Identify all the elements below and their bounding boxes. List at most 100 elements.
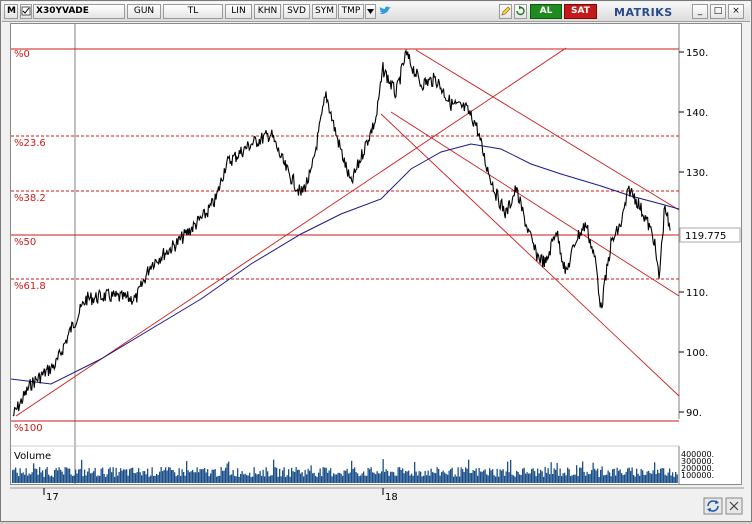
down-channel-top	[415, 49, 680, 211]
volume-bar	[519, 474, 521, 483]
volume-bar	[313, 472, 315, 483]
volume-bar	[171, 470, 173, 483]
volume-bar	[487, 475, 489, 483]
volume-bar	[481, 471, 483, 483]
volume-bar	[136, 472, 138, 483]
y-tick-100: 100.	[686, 348, 708, 359]
volume-bar	[379, 473, 381, 483]
volume-bar	[21, 473, 23, 483]
volume-bar	[381, 471, 383, 483]
volume-bar	[58, 467, 60, 483]
dropdown-arrow-icon[interactable]	[365, 4, 376, 19]
volume-bar	[255, 473, 257, 483]
volume-bar	[618, 470, 620, 483]
volume-bar	[325, 467, 327, 483]
last-price-label: 119.775	[685, 231, 726, 242]
khn-button[interactable]: KHN	[254, 4, 281, 19]
volume-bar	[33, 463, 35, 483]
volume-bar	[652, 470, 654, 483]
volume-bar	[81, 459, 83, 483]
svd-button[interactable]: SVD	[283, 4, 310, 19]
volume-bar	[615, 475, 617, 483]
brand-logo: MATRIKS	[614, 6, 673, 19]
volume-bar	[495, 476, 497, 483]
volume-bar	[384, 471, 386, 483]
volume-bar	[250, 476, 252, 483]
close-button[interactable]: ×	[728, 4, 744, 19]
volume-bar	[597, 468, 599, 483]
volume-bar	[330, 468, 332, 483]
volume-bar	[258, 474, 260, 483]
volume-bar	[268, 476, 270, 483]
period-button[interactable]: GUN	[127, 4, 161, 19]
volume-bar	[433, 472, 435, 483]
volume-bar	[391, 471, 393, 483]
volume-bar	[549, 474, 551, 483]
volume-bar	[49, 476, 51, 483]
volume-bar	[208, 476, 210, 483]
volume-bar	[345, 470, 347, 483]
volume-bar	[366, 475, 368, 483]
price-line	[12, 48, 671, 417]
currency-button[interactable]: TL	[163, 4, 223, 19]
volume-bar	[619, 469, 621, 483]
volume-bar	[525, 473, 527, 483]
tmp-button[interactable]: TMP	[338, 4, 364, 19]
volume-bar	[373, 472, 375, 483]
volume-bar	[282, 470, 284, 483]
volume-bar	[402, 468, 404, 483]
y-tick-110: 110.	[686, 288, 708, 299]
volume-bar	[175, 476, 177, 483]
scale-button[interactable]: LIN	[225, 4, 252, 19]
sell-button[interactable]: SAT	[564, 4, 597, 19]
volume-bar	[39, 467, 41, 483]
volume-bar	[40, 472, 42, 483]
volume-bar	[502, 469, 504, 483]
volume-bar	[112, 467, 114, 483]
volume-bar	[546, 472, 548, 483]
minimize-button[interactable]: _	[692, 4, 708, 19]
menu-button[interactable]: M	[4, 4, 18, 19]
symbol-field[interactable]: X30YVADE	[33, 4, 125, 19]
volume-bar	[202, 469, 204, 483]
buy-button[interactable]: AL	[530, 4, 562, 19]
volume-bar	[336, 474, 338, 483]
volume-bar	[541, 471, 543, 483]
refresh-icon[interactable]	[514, 4, 527, 19]
volume-bar	[277, 476, 279, 483]
volume-bar	[120, 468, 122, 483]
volume-bar	[550, 462, 552, 483]
volume-bar	[298, 469, 300, 483]
volume-bar	[232, 470, 234, 483]
volume-bar	[78, 469, 80, 483]
maximize-button[interactable]: □	[710, 4, 726, 19]
volume-bar	[444, 472, 446, 483]
twitter-icon[interactable]	[378, 4, 392, 19]
expand-icon[interactable]	[725, 497, 743, 515]
sync-icon[interactable]	[703, 497, 723, 515]
volume-bar	[424, 470, 426, 483]
chart-area[interactable]: %0 %23.6 %38.2 %50 %61.8 %100 150. 140. …	[10, 23, 742, 485]
checkbox-icon[interactable]	[20, 4, 32, 19]
volume-bar	[75, 469, 77, 483]
volume-bar	[301, 472, 303, 483]
volume-bar	[612, 469, 614, 483]
volume-bar	[528, 473, 530, 483]
volume-bar	[547, 468, 549, 483]
volume-bar	[327, 472, 329, 483]
volume-label: Volume	[14, 451, 51, 462]
volume-bar	[111, 472, 113, 483]
volume-bar	[648, 470, 650, 483]
volume-bar	[297, 469, 299, 483]
volume-bar	[607, 470, 609, 483]
volume-bar	[223, 470, 225, 483]
volume-bar	[105, 476, 107, 483]
volume-bar	[606, 474, 608, 483]
volume-bar	[295, 467, 297, 483]
y-tick-130: 130.	[686, 168, 708, 179]
edit-icon[interactable]	[499, 4, 512, 19]
price-chart[interactable]: %0 %23.6 %38.2 %50 %61.8 %100 150. 140. …	[10, 24, 741, 484]
volume-bar	[510, 459, 512, 483]
sym-button[interactable]: SYM	[312, 4, 337, 19]
volume-bar	[457, 467, 459, 483]
